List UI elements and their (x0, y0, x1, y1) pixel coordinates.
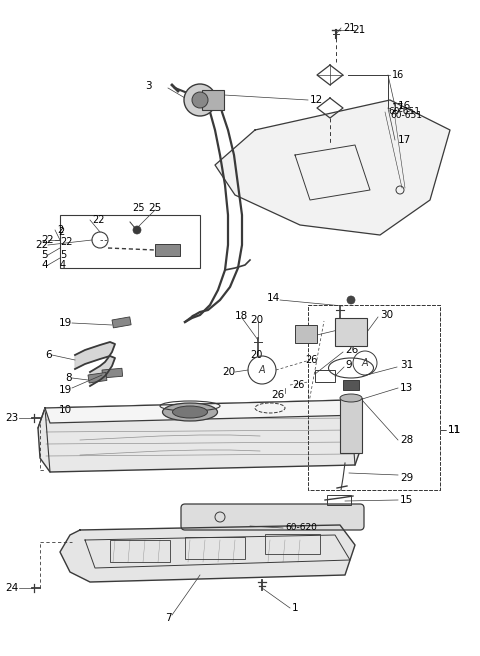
Bar (185, 537, 245, 559)
Bar (155, 244, 180, 256)
Text: 9: 9 (345, 360, 352, 370)
Text: 24: 24 (5, 583, 18, 593)
Bar (343, 380, 359, 390)
Bar (295, 325, 317, 343)
Text: 5: 5 (60, 250, 66, 260)
Text: 22: 22 (60, 237, 72, 247)
Text: 10: 10 (59, 405, 72, 415)
Text: 16: 16 (392, 70, 404, 80)
Text: 26: 26 (305, 355, 317, 365)
Bar (202, 90, 224, 110)
Text: 1: 1 (292, 603, 299, 613)
Text: 14: 14 (267, 293, 280, 303)
Text: 2: 2 (58, 227, 64, 237)
Ellipse shape (163, 403, 217, 421)
Text: 23: 23 (5, 413, 18, 423)
Bar (110, 540, 170, 562)
Ellipse shape (340, 394, 362, 402)
Text: 31: 31 (400, 360, 413, 370)
Text: 6: 6 (46, 350, 52, 360)
Bar (88, 373, 107, 383)
Text: 15: 15 (400, 495, 413, 505)
Bar (327, 495, 351, 505)
Bar (335, 318, 367, 346)
Text: 60-620: 60-620 (285, 523, 317, 533)
Polygon shape (215, 100, 450, 235)
Text: 29: 29 (400, 473, 413, 483)
Text: 4: 4 (41, 260, 48, 270)
Text: 19: 19 (59, 385, 72, 395)
Polygon shape (60, 525, 355, 582)
Text: 17: 17 (392, 103, 404, 113)
Circle shape (133, 226, 141, 234)
Text: 60-651: 60-651 (388, 108, 420, 117)
Text: 26: 26 (272, 390, 285, 400)
Text: 13: 13 (400, 383, 413, 393)
Circle shape (184, 84, 216, 116)
Polygon shape (75, 342, 115, 386)
Text: 11: 11 (448, 425, 461, 435)
Text: 18: 18 (235, 311, 248, 321)
Text: 21: 21 (343, 23, 355, 33)
Text: 21: 21 (352, 25, 365, 35)
Text: 4: 4 (60, 260, 66, 270)
Polygon shape (45, 400, 362, 423)
Text: 5: 5 (41, 250, 48, 260)
Circle shape (192, 92, 208, 108)
Text: A: A (362, 358, 368, 368)
Text: A: A (259, 365, 265, 375)
Bar (60, 215, 200, 268)
Text: 22: 22 (92, 215, 105, 225)
Text: 7: 7 (165, 613, 172, 623)
Text: 20: 20 (250, 350, 263, 360)
Text: 16: 16 (398, 101, 411, 111)
Text: 11: 11 (448, 425, 461, 435)
Text: 20: 20 (222, 367, 235, 377)
Text: 17: 17 (398, 135, 411, 145)
Bar (265, 534, 320, 554)
FancyBboxPatch shape (181, 504, 364, 530)
Text: 2: 2 (47, 235, 53, 245)
Text: 27: 27 (340, 323, 353, 333)
Bar (308, 305, 440, 490)
Text: 26: 26 (345, 345, 358, 355)
Text: 2: 2 (57, 225, 63, 235)
Bar (102, 368, 122, 378)
Text: 60-651: 60-651 (390, 112, 422, 121)
Text: 28: 28 (400, 435, 413, 445)
Text: 26: 26 (292, 380, 304, 390)
Bar (112, 317, 131, 328)
Circle shape (347, 296, 355, 304)
Text: 25: 25 (132, 203, 144, 213)
Text: 12: 12 (310, 95, 323, 105)
Bar (340, 398, 362, 453)
Text: 3: 3 (145, 81, 152, 91)
Polygon shape (38, 400, 362, 472)
Text: 30: 30 (380, 310, 393, 320)
Text: 8: 8 (65, 373, 72, 383)
Bar (308, 305, 440, 490)
Bar (315, 370, 335, 382)
Text: 22: 22 (35, 240, 48, 250)
Text: 20: 20 (250, 315, 263, 325)
Text: 25: 25 (148, 203, 161, 213)
Text: 19: 19 (59, 318, 72, 328)
Text: 2: 2 (41, 235, 48, 245)
Ellipse shape (172, 406, 207, 418)
